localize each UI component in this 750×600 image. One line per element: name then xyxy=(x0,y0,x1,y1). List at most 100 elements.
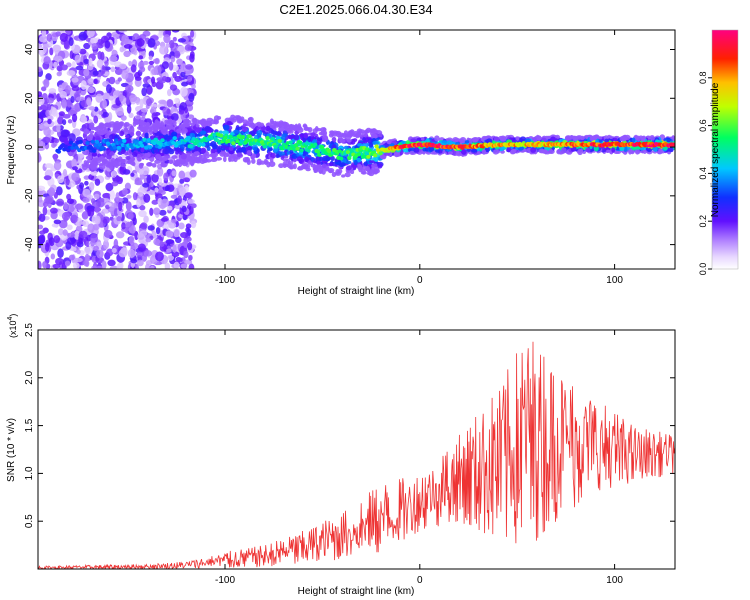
spectrogram-cell xyxy=(79,182,85,190)
spectrogram-ridge-cell xyxy=(78,139,83,144)
spectrogram-cell xyxy=(141,112,146,119)
snr-xlabel: Height of straight line (km) xyxy=(298,586,415,597)
spectrogram-cell xyxy=(137,158,142,162)
spectrogram-cell xyxy=(303,126,309,131)
spectrogram-cell xyxy=(71,158,77,167)
spectrogram-cell xyxy=(164,185,170,192)
spectrogram-cell xyxy=(153,66,158,76)
spectrogram-cell xyxy=(115,129,121,134)
spectrogram-cell xyxy=(38,152,41,163)
spectrogram-cell xyxy=(184,192,193,199)
spectrogram-cell xyxy=(68,37,74,46)
spectrogram-cell xyxy=(96,59,104,68)
spectrogram-ridge-cell xyxy=(138,140,143,145)
spectrogram-cell xyxy=(151,163,157,168)
spectrogram-cell xyxy=(38,66,43,73)
spectrogram-ridge-cell xyxy=(374,144,379,149)
spectrogram-cell xyxy=(183,259,193,265)
spectrogram-cell xyxy=(109,134,114,140)
spectrogram-cell xyxy=(441,140,448,144)
spectrogram-cell xyxy=(316,137,321,142)
spectrogram-cell xyxy=(55,257,64,266)
spectrogram-cell xyxy=(296,127,304,133)
spectrogram-cell xyxy=(41,86,47,92)
spectrogram-cell xyxy=(121,197,129,204)
colorbar-tick-label: 0.6 xyxy=(698,119,708,132)
spectrogram-cell xyxy=(134,76,142,81)
spectrogram-cell xyxy=(161,61,170,69)
spectrogram-cell xyxy=(65,30,72,35)
spectrogram-cell xyxy=(81,220,87,226)
snr-ylabel: SNR (10 * v/v) xyxy=(6,418,17,482)
spectrogram-cell xyxy=(52,44,62,53)
snr-scale-exponent: 4 xyxy=(7,316,14,320)
spectrogram-cell xyxy=(66,193,72,201)
spectrogram-cell xyxy=(159,45,168,55)
spectrogram-cell xyxy=(413,147,420,153)
spectrogram-cell xyxy=(307,136,311,143)
spectrogram-ridge-cell xyxy=(100,145,105,150)
spectrogram-cell xyxy=(46,33,53,42)
spectrogram-cell xyxy=(155,227,161,235)
spectrogram-cell xyxy=(178,186,187,196)
spectrogram-cell xyxy=(82,164,88,171)
spectrogram-cell xyxy=(85,37,92,42)
spectrogram-cell xyxy=(147,38,156,48)
spectrogram-cell xyxy=(175,150,179,155)
spectrogram-ridge-cell xyxy=(153,137,158,142)
spectrogram-cell xyxy=(621,135,628,141)
spectrogram-cell xyxy=(210,141,217,148)
spectrogram-cell xyxy=(222,130,229,136)
spectrogram-ridge-cell xyxy=(262,144,267,149)
spectrogram-cell xyxy=(42,261,48,269)
spectrogram-cell xyxy=(89,130,95,134)
spectrogram-cell xyxy=(109,265,119,269)
spectrogram-cell xyxy=(62,229,68,236)
spectrogram-cell xyxy=(219,151,226,157)
spectrogram-cell xyxy=(111,49,118,57)
spectrogram-cell xyxy=(289,149,294,154)
spectrogram-cell xyxy=(466,148,472,152)
spectrogram-cell xyxy=(92,223,100,231)
spectrogram-cell xyxy=(101,64,106,75)
spectrogram-cell xyxy=(176,58,184,66)
spectrogram-cell xyxy=(121,222,126,230)
spectrogram-cell xyxy=(119,130,125,137)
svg-text:(x104): (x104) xyxy=(7,314,18,338)
spectrogram-cell xyxy=(410,138,417,143)
spectrogram-cell xyxy=(96,39,105,49)
spectrogram-cell xyxy=(242,119,249,124)
spectrogram-cell xyxy=(165,43,170,48)
spectrogram-cell xyxy=(117,156,123,162)
spectrogram-cell xyxy=(166,99,174,108)
spectrogram-cell xyxy=(498,135,504,140)
y-tick-label: -40 xyxy=(24,237,35,252)
spectrogram-cell xyxy=(135,130,142,137)
spectrogram-cell xyxy=(345,165,352,171)
y-tick-label: 2.0 xyxy=(24,370,35,384)
spectrogram-cell xyxy=(51,223,59,228)
spectrogram-cell xyxy=(94,178,101,186)
spectrogram-cell xyxy=(420,137,425,141)
spectrogram-cell xyxy=(139,122,146,128)
spectrogram-cell xyxy=(384,142,389,149)
spectrogram-cell xyxy=(48,88,57,94)
spectrogram-ridge-cell xyxy=(293,143,299,148)
spectrogram-cell xyxy=(168,39,175,49)
spectrogram-cell xyxy=(49,47,54,56)
spectrogram-cell xyxy=(666,147,672,152)
spectrogram-cell xyxy=(187,242,193,251)
spectrogram-cell xyxy=(604,138,610,143)
spectrogram-cell xyxy=(345,160,352,165)
spectrogram-cell xyxy=(363,161,368,167)
spectrogram-cell xyxy=(244,156,250,163)
spectrogram-cell xyxy=(119,63,127,70)
spectrogram-cell xyxy=(102,99,107,109)
spectrogram-cell xyxy=(55,186,63,196)
spectrogram-cell xyxy=(609,135,614,140)
spectrogram-cell xyxy=(364,129,371,134)
spectrogram-cell xyxy=(75,96,85,102)
colorbar: 0.0 0.2 0.4 0.6 0.8 Normalized spectral ampl… xyxy=(698,29,739,275)
spectrogram-cell xyxy=(110,170,118,177)
spectrogram-cell xyxy=(95,256,105,264)
